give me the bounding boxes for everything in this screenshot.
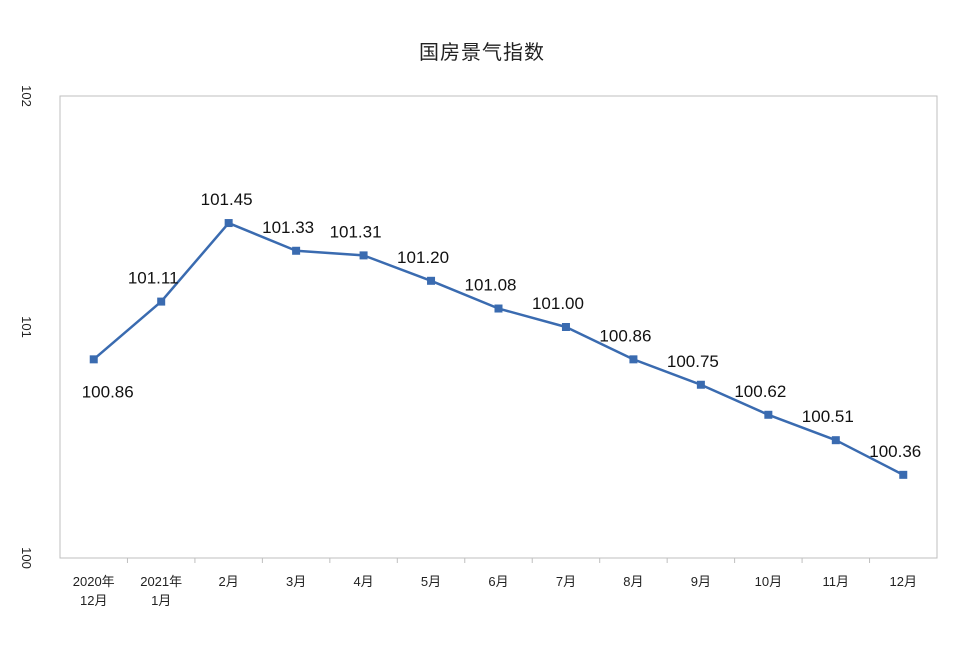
data-label: 100.62 (734, 382, 786, 401)
data-point (561, 323, 570, 331)
x-tick-label: 7月 (556, 574, 576, 589)
data-label: 101.45 (201, 190, 253, 209)
data-point (629, 355, 638, 364)
data-point (427, 276, 436, 285)
x-tick-label: 10月 (755, 574, 782, 589)
series-line (92, 221, 904, 476)
data-point (359, 251, 368, 260)
y-tick-label: 100 (19, 547, 34, 569)
x-tick-label: 11月 (823, 574, 850, 589)
x-tick-label: 5月 (421, 574, 441, 589)
data-point (899, 470, 908, 479)
data-label: 100.36 (869, 442, 921, 461)
data-label: 100.51 (802, 407, 854, 426)
x-tick-label: 9月 (691, 574, 711, 589)
data-label: 101.08 (465, 276, 517, 295)
data-label: 100.86 (82, 382, 134, 401)
x-tick-label: 4月 (353, 574, 373, 589)
data-label: 100.75 (667, 352, 719, 371)
x-tick-label: 8月 (623, 574, 643, 589)
x-tick-label: 12月 (890, 574, 917, 589)
data-point (89, 355, 98, 364)
data-point (157, 297, 166, 306)
x-tick-label: 2月 (219, 574, 239, 589)
x-tick-label: 6月 (488, 574, 508, 589)
data-label: 101.33 (262, 218, 314, 237)
chart-title: 国房景气指数 (419, 40, 545, 64)
x-tick-label: 3月 (286, 574, 306, 589)
data-label: 101.31 (330, 222, 382, 241)
data-label: 100.86 (599, 326, 651, 345)
data-label: 101.00 (532, 294, 584, 313)
plot-area-border (59, 95, 938, 559)
data-point (494, 304, 503, 313)
data-label: 101.11 (128, 269, 179, 288)
data-label: 101.20 (397, 248, 449, 267)
x-tick-label: 2021年 1月 (140, 574, 182, 608)
data-point (764, 410, 773, 419)
y-tick-label: 102 (19, 85, 34, 107)
data-point (224, 219, 233, 228)
data-point (292, 246, 301, 255)
x-tick-label: 2020年 12月 (73, 574, 115, 608)
data-point (831, 436, 840, 445)
y-tick-label: 101 (19, 316, 34, 338)
data-point (696, 380, 705, 389)
